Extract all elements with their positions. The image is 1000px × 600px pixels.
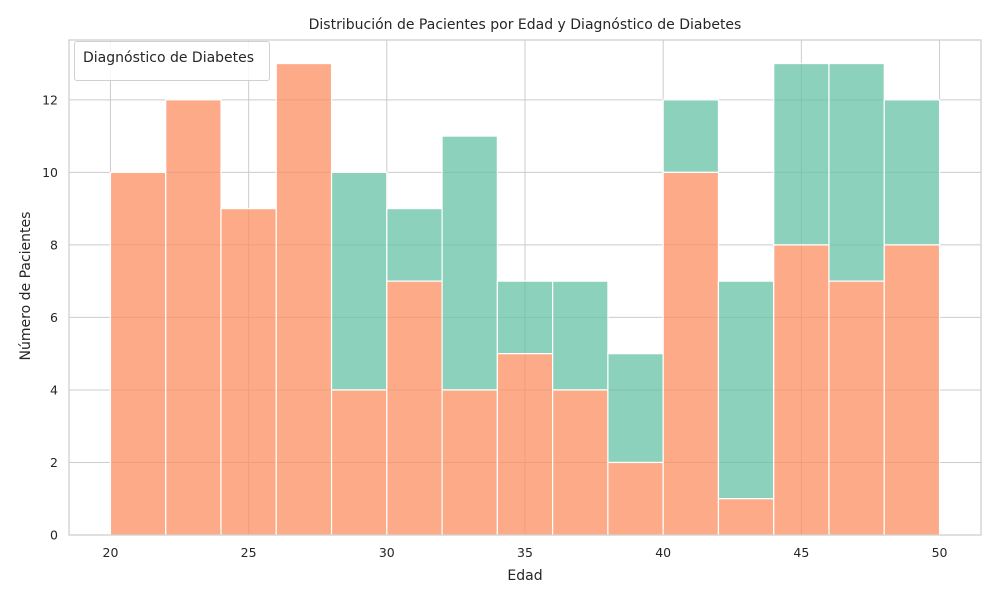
legend-title: Diagnóstico de Diabetes: [83, 50, 255, 66]
bar-segment-top: [883, 99, 941, 246]
bar-segment-top: [330, 171, 388, 391]
plot-area: 20 25 30 35 40 45 50 0 2 4 6 8 10 12: [42, 39, 982, 560]
y-tick-label: 12: [42, 92, 58, 107]
bar-segment-bottom: [220, 208, 277, 536]
x-tick-label: 30: [379, 545, 395, 560]
bar-segment-bottom: [275, 62, 333, 536]
y-tick-label: 0: [50, 528, 58, 543]
bar-segment-top: [496, 280, 554, 355]
bar-segment-top: [552, 280, 609, 391]
bar-segment-bottom: [386, 280, 443, 536]
x-tick-label: 25: [241, 545, 257, 560]
x-tick-label: 20: [103, 545, 119, 560]
bar-segment-bottom: [773, 244, 830, 536]
y-tick-label: 2: [50, 455, 58, 470]
x-tick-label: 35: [517, 545, 533, 560]
legend: Diagnóstico de Diabetes: [74, 41, 270, 81]
bar-segment-bottom: [662, 171, 720, 536]
bar-segment-bottom: [496, 353, 554, 536]
bar-segment-bottom: [607, 461, 664, 536]
bar-segment-top: [386, 208, 443, 282]
y-tick-label: 4: [50, 382, 58, 397]
y-tick-label: 10: [42, 165, 58, 180]
bar-segment-top: [607, 353, 664, 464]
bar-segment-bottom: [828, 280, 885, 536]
y-tick-label: 8: [50, 237, 58, 252]
bar-segment-bottom: [441, 389, 498, 536]
plot-frame: [68, 39, 982, 536]
chart-title: Distribución de Pacientes por Edad y Dia…: [309, 17, 742, 33]
bar-segment-top: [717, 280, 775, 500]
bar-segment-top: [662, 99, 720, 173]
bar-segment-top: [441, 135, 498, 391]
bar-segment-top: [773, 62, 830, 246]
y-tick-label: 6: [50, 310, 58, 325]
x-tick-label: 50: [932, 545, 948, 560]
bar-segment-bottom: [330, 389, 388, 536]
bar-segment-bottom: [109, 171, 167, 536]
y-axis-label: Número de Pacientes: [18, 212, 34, 361]
bar-segment-bottom: [717, 498, 775, 536]
bar-segment-top: [828, 62, 885, 282]
bar-segment-bottom: [883, 244, 941, 536]
x-tick-label: 45: [793, 545, 809, 560]
bar-segment-bottom: [165, 99, 222, 536]
bar-segment-bottom: [552, 389, 609, 536]
x-tick-label: 40: [655, 545, 671, 560]
x-axis-label: Edad: [507, 568, 542, 584]
